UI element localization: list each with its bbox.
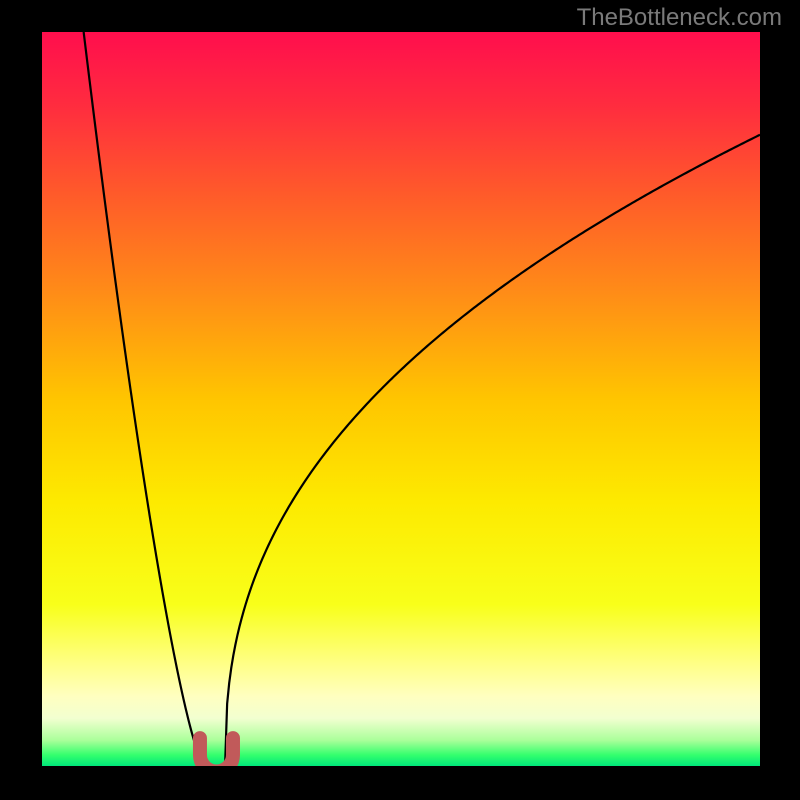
- watermark-text: TheBottleneck.com: [577, 4, 782, 32]
- plot-area: [42, 32, 760, 766]
- gradient-background: [42, 32, 760, 766]
- stage: TheBottleneck.com: [0, 0, 800, 800]
- bottleneck-chart: [42, 32, 760, 766]
